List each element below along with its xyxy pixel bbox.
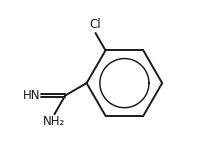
- Text: HN: HN: [23, 89, 40, 102]
- Text: Cl: Cl: [89, 19, 101, 32]
- Text: NH₂: NH₂: [43, 115, 65, 128]
